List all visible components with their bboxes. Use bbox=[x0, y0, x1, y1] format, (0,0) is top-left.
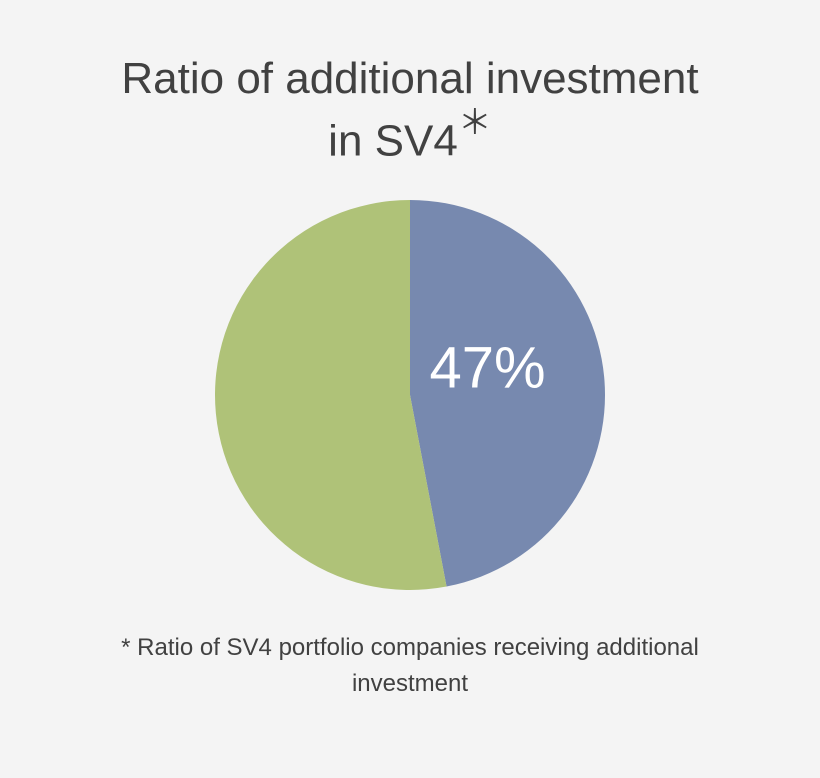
chart-container: Ratio of additional investment in SV4＊ 4… bbox=[0, 0, 820, 778]
title-asterisk: ＊ bbox=[458, 104, 492, 142]
title-line-1: Ratio of additional investment bbox=[121, 50, 698, 107]
chart-title: Ratio of additional investment in SV4＊ bbox=[121, 50, 698, 170]
title-line-2-text: in SV4 bbox=[328, 117, 458, 166]
pie-svg bbox=[215, 200, 605, 590]
pie-slices bbox=[215, 200, 605, 590]
title-line-2: in SV4＊ bbox=[121, 107, 698, 170]
chart-footnote: * Ratio of SV4 portfolio companies recei… bbox=[110, 630, 710, 702]
pie-slice-label: 47% bbox=[430, 334, 546, 401]
pie-chart: 47% bbox=[215, 200, 605, 590]
